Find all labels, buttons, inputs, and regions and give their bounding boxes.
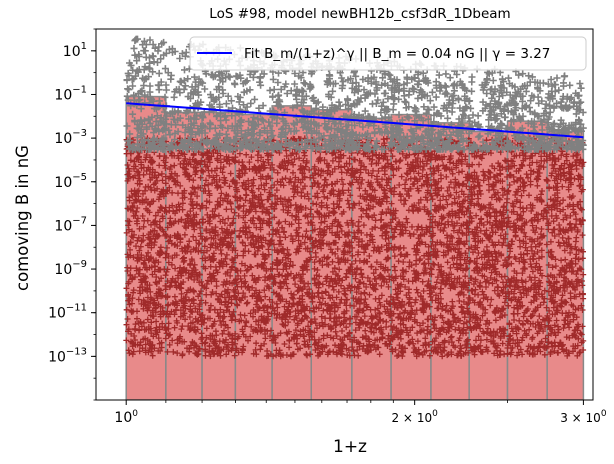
plot-clip-group bbox=[123, 35, 587, 400]
x-tick-label-2: 3 × 100 bbox=[560, 409, 607, 425]
y-tick-label-4: 10−7 bbox=[54, 215, 87, 234]
fit-line bbox=[126, 102, 584, 139]
y-axis-label: comoving B in nG bbox=[13, 145, 32, 291]
y-tick-label-5: 10−9 bbox=[54, 259, 87, 278]
y-tick-label-3: 10−5 bbox=[54, 172, 87, 191]
y-tick-label-0: 101 bbox=[63, 41, 87, 60]
x-tick-label-1: 2 × 100 bbox=[391, 409, 438, 425]
y-tick-label-1: 10−1 bbox=[54, 84, 87, 103]
y-tick-label-6: 10−11 bbox=[48, 303, 87, 322]
legend-label: Fit B_m/(1+z)^γ || B_m = 0.04 nG || γ = … bbox=[244, 46, 550, 62]
x-tick-label-0: 100 bbox=[114, 409, 138, 426]
axes: 101 10−1 10−3 10−5 10−7 10−9 10−11 10−13 100 2 × … bbox=[48, 28, 607, 426]
scatter-dark-points bbox=[123, 135, 587, 360]
scatter-dark-series bbox=[123, 135, 587, 360]
y-tick-label-7: 10−13 bbox=[48, 346, 87, 365]
x-axis-label: 1+z bbox=[333, 437, 367, 457]
plot-area bbox=[123, 35, 587, 400]
y-tick-label-2: 10−3 bbox=[54, 128, 87, 147]
plot-frame bbox=[95, 28, 594, 401]
legend-box bbox=[189, 36, 587, 71]
legend: Fit B_m/(1+z)^γ || B_m = 0.04 nG || γ = … bbox=[189, 36, 587, 71]
chart-title: LoS #98, model newBH12b_csf3dR_1Dbeam bbox=[209, 6, 510, 22]
